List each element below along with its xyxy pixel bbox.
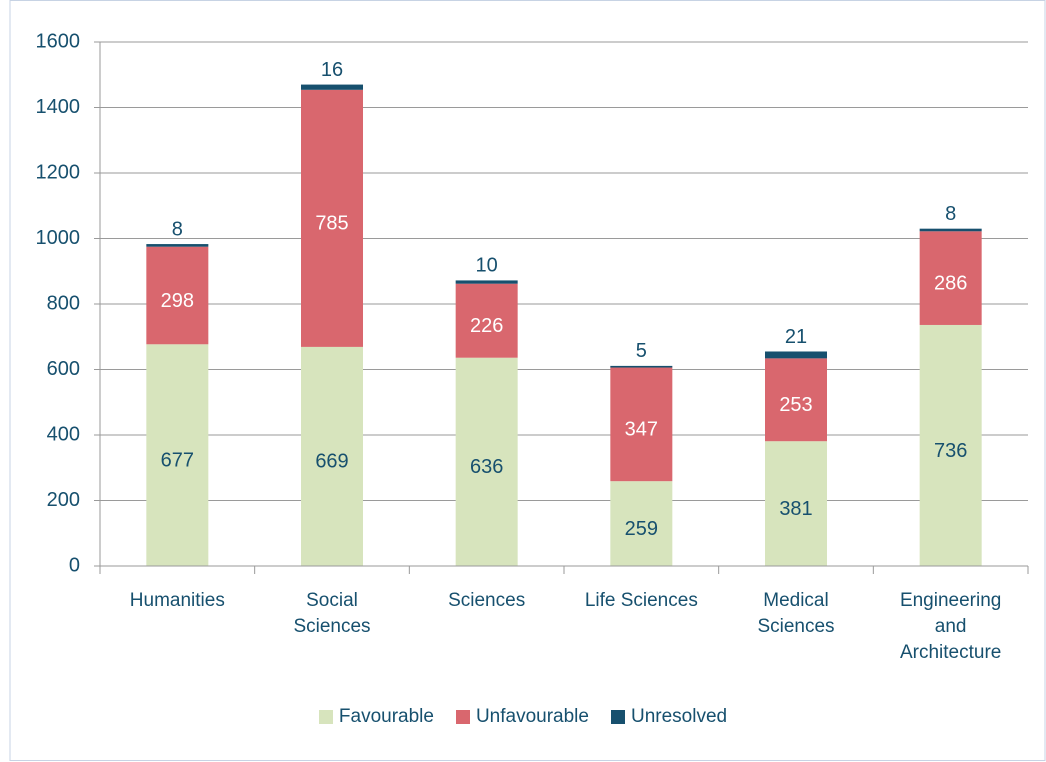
bar-segment bbox=[146, 344, 209, 566]
data-label: 226 bbox=[470, 315, 503, 337]
data-label: 669 bbox=[315, 451, 348, 473]
bar-segment bbox=[765, 441, 827, 566]
data-label: 785 bbox=[315, 213, 348, 235]
bar-segment bbox=[765, 358, 827, 442]
data-label: 286 bbox=[934, 272, 967, 294]
bar-segment bbox=[610, 367, 673, 482]
data-label: 16 bbox=[321, 59, 343, 81]
y-tick-label: 1000 bbox=[36, 227, 81, 249]
data-label: 298 bbox=[161, 290, 194, 312]
data-label: 636 bbox=[470, 456, 503, 478]
bar-segment bbox=[610, 365, 673, 368]
bar-segment bbox=[455, 283, 518, 358]
data-label: 677 bbox=[161, 449, 194, 471]
bar-segment bbox=[610, 481, 673, 566]
legend-item: Unfavourable bbox=[455, 706, 589, 728]
x-tick-label: Social Sciences bbox=[293, 590, 371, 637]
legend-label: Unfavourable bbox=[475, 706, 589, 727]
x-tick-label: Engineering and Architecture bbox=[899, 590, 1002, 663]
bar-segment bbox=[146, 246, 209, 345]
y-tick-label: 1200 bbox=[36, 161, 81, 183]
x-tick-label: Humanities bbox=[129, 590, 225, 611]
data-label: 21 bbox=[785, 326, 807, 348]
data-label: 259 bbox=[625, 518, 658, 540]
data-label: 8 bbox=[172, 218, 183, 240]
y-tick-label: 1600 bbox=[36, 30, 81, 52]
y-tick-label: 1400 bbox=[36, 96, 81, 118]
bar-segment bbox=[765, 351, 827, 359]
data-label: 736 bbox=[934, 440, 967, 462]
legend-swatch bbox=[318, 710, 333, 724]
data-label: 253 bbox=[779, 394, 812, 416]
data-label: 347 bbox=[625, 419, 658, 441]
legend-item: Unresolved bbox=[610, 706, 728, 728]
data-label: 381 bbox=[779, 498, 812, 520]
bar-segment bbox=[455, 280, 518, 284]
data-label: 10 bbox=[476, 255, 498, 277]
y-tick-label: 200 bbox=[47, 489, 80, 511]
bar-segment bbox=[919, 231, 982, 325]
bar-segment bbox=[146, 244, 209, 247]
bar-segment bbox=[455, 357, 518, 566]
x-tick-label: Life Sciences bbox=[584, 590, 698, 611]
legend-label: Unresolved bbox=[630, 706, 728, 727]
y-tick-label: 400 bbox=[47, 423, 80, 445]
bar-segment bbox=[919, 228, 982, 232]
x-tick-label: Medical Sciences bbox=[757, 590, 835, 637]
legend-swatch bbox=[455, 710, 470, 724]
legend-label: Favourable bbox=[338, 706, 434, 727]
bar-segment bbox=[301, 84, 363, 90]
legend-swatch bbox=[610, 710, 625, 724]
bar-segment bbox=[919, 324, 982, 566]
legend: Favourable Unfavourable Unresolved bbox=[0, 706, 1046, 728]
chart-border bbox=[9, 0, 1046, 761]
y-tick-label: 600 bbox=[47, 358, 80, 380]
data-label: 5 bbox=[636, 340, 647, 362]
y-tick-label: 0 bbox=[69, 554, 80, 576]
data-label: 8 bbox=[945, 203, 956, 225]
bar-segment bbox=[301, 346, 363, 566]
x-tick-label: Sciences bbox=[448, 590, 526, 611]
y-tick-label: 800 bbox=[47, 292, 80, 314]
bar-segment bbox=[301, 89, 363, 347]
legend-item: Favourable bbox=[318, 706, 434, 728]
